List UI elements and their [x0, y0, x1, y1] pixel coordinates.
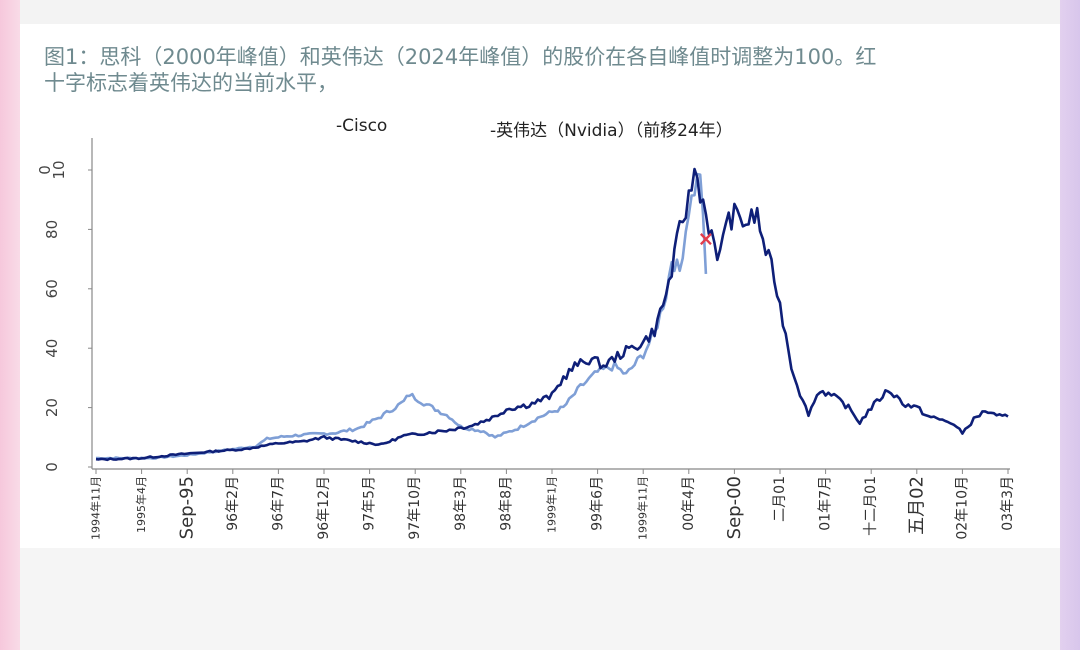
x-tick-label: 二月01 [772, 476, 788, 522]
x-tick-label: 1995年4月 [134, 476, 148, 533]
x-tick-label: 97年5月 [362, 476, 378, 531]
caption-line-2: 十字标志着英伟达的当前水平， [44, 71, 338, 95]
x-tick-label: 97年10月 [407, 476, 423, 540]
article-card: 图1：思科（2000年峰值）和英伟达（2024年峰值）的股价在各自峰值时调整为1… [20, 24, 1060, 548]
x-tick-label: 96年12月 [316, 476, 332, 540]
x-tick-label: 五月02 [906, 476, 927, 535]
x-tick-label: 96年2月 [225, 476, 241, 531]
x-tick-label: 00年4月 [681, 476, 697, 531]
legend-nvidia: -英伟达（Nvidia）（前移24年） [490, 121, 733, 141]
x-tick-label: 96年7月 [270, 476, 286, 531]
x-tick-label: 1994年11月 [89, 476, 103, 540]
x-tick-label: 98年3月 [453, 476, 469, 531]
figure-caption: 图1：思科（2000年峰值）和英伟达（2024年峰值）的股价在各自峰值时调整为1… [44, 44, 1044, 96]
x-tick-label: Sep-95 [177, 476, 198, 539]
top-band [20, 0, 1060, 24]
x-tick-label: Sep-00 [724, 476, 745, 539]
x-tick-label: 1999年11月 [636, 476, 650, 540]
y-tick-label: 40 [43, 339, 61, 358]
y-tick-label: 80 [43, 220, 61, 239]
x-tick-label: 03年3月 [1000, 476, 1016, 531]
y-tick-label: 10 [50, 160, 68, 179]
caption-line-1: 图1：思科（2000年峰值）和英伟达（2024年峰值）的股价在各自峰值时调整为1… [44, 45, 877, 69]
nvidia-current-marker: × [698, 226, 715, 250]
series-line-nvidia [95, 172, 708, 460]
x-tick-label: 01年7月 [818, 476, 834, 531]
series-line-cisco [95, 167, 1009, 462]
x-tick-label: 99年6月 [590, 476, 606, 531]
y-tick-label: 20 [43, 398, 61, 417]
x-tick-label: 十二月01 [863, 476, 879, 536]
y-tick-label: 0 [36, 165, 54, 175]
bottom-blank-area [20, 548, 1060, 650]
legend-cisco: -Cisco [336, 116, 388, 136]
x-tick-label: 02年10月 [954, 476, 970, 540]
y-tick-label: 60 [43, 279, 61, 298]
x-tick-label: 1999年1月 [545, 476, 559, 533]
y-tick-label: 0 [43, 462, 61, 472]
x-tick-label: 98年8月 [498, 476, 514, 531]
